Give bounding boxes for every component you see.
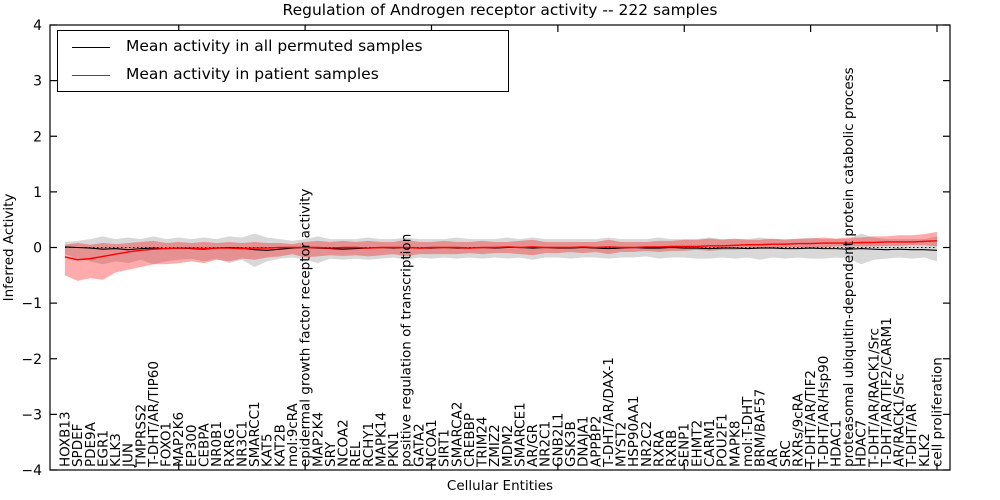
x-category-label: AR/RACK1/Src <box>892 373 908 467</box>
x-category-label: SMARCC1 <box>247 401 263 467</box>
x-category-label: EHMT2 <box>689 420 705 467</box>
y-tick-label: 0 <box>33 241 42 257</box>
x-category-label: MAP2K4 <box>310 412 326 467</box>
x-category-label: SPDEF <box>70 424 86 467</box>
y-tick-label: 1 <box>33 185 42 201</box>
x-category-label: POU2F1 <box>715 413 731 467</box>
x-category-label: FOXO1 <box>159 422 175 467</box>
x-category-label: SRC <box>778 440 794 467</box>
x-category-label: proteasomal ubiquitin-dependent protein … <box>841 67 857 467</box>
x-category-label: T-DHT/AR/DAX-1 <box>601 357 617 468</box>
x-category-label: T-DHT/AR/TIF2/CARM1 <box>879 317 895 468</box>
x-category-label: RXRA <box>651 430 667 467</box>
x-category-label: KAT2B <box>272 424 288 467</box>
y-axis-label: Inferred Activity <box>1 194 17 302</box>
x-category-label: CEBPA <box>197 423 213 467</box>
legend-label-permuted: Mean activity in all permuted samples <box>126 37 423 56</box>
x-category-label: AR <box>765 448 781 467</box>
x-category-label: MAPK8 <box>727 421 743 467</box>
x-category-label: SENP1 <box>677 423 693 467</box>
x-category-label: DNAJA1 <box>576 416 592 467</box>
legend-box: Mean activity in all permuted samples Me… <box>57 30 509 92</box>
x-category-label: cell proliferation <box>930 357 946 467</box>
legend-label-patient: Mean activity in patient samples <box>126 65 379 84</box>
x-category-label: epidermal growth factor receptor activit… <box>298 189 314 467</box>
x-category-label: MAPK14 <box>373 412 389 467</box>
x-category-label: APPBP2 <box>588 415 604 467</box>
x-category-label: SRY <box>323 441 339 467</box>
x-category-label: NR2C1 <box>538 421 554 467</box>
patient-samples-range-band <box>65 231 937 281</box>
x-category-label: SMARCA2 <box>449 402 465 467</box>
x-category-label: MYST2 <box>614 422 630 467</box>
x-category-label: PKN1 <box>386 431 402 467</box>
tick-labels: −4 −3 −2 −1 0 1 2 3 4 HOXB13SPDEFPDE9AEGR1KLK3JUN… <box>21 18 945 479</box>
x-category-label: RXRs/9cRA <box>790 393 806 467</box>
x-category-label: CARM1 <box>702 419 718 467</box>
x-category-label: TRIM24 <box>475 417 491 468</box>
y-tick-label: 4 <box>33 18 42 34</box>
x-category-label: TMPRSS2 <box>133 404 149 468</box>
x-category-label: EGR1 <box>95 430 111 467</box>
x-category-label: AR/GR <box>525 424 541 467</box>
chart-title: Regulation of Androgen receptor activity… <box>283 1 718 19</box>
x-category-label: T-DHT/AR/RACK1/Src <box>866 328 882 468</box>
x-category-label: NCOA1 <box>424 419 440 467</box>
x-category-label: REL <box>348 441 364 467</box>
x-category-label: CREBBP <box>462 413 478 467</box>
x-category-label: RXRG <box>222 429 238 467</box>
series-lines <box>64 240 938 261</box>
legend-item-permuted: Mean activity in all permuted samples <box>58 33 508 61</box>
y-tick-label: 2 <box>33 129 42 145</box>
x-category-label: T-DHT/AR <box>904 403 920 468</box>
x-category-label: HSP90AA1 <box>626 396 642 467</box>
y-tick-label: −2 <box>21 352 42 368</box>
x-category-label: HDAC7 <box>854 420 870 467</box>
y-tick-label: −3 <box>21 407 42 423</box>
x-category-label: NR2C2 <box>639 421 655 467</box>
x-category-label: positive regulation of transcription <box>399 234 415 467</box>
x-category-label: KLK2 <box>917 433 933 467</box>
x-category-label: MDM2 <box>500 425 516 467</box>
x-category-label: BRM/BAF57 <box>753 389 769 467</box>
patient-mean-line <box>64 240 938 261</box>
y-tick-label: 3 <box>33 74 42 90</box>
x-category-label: GNB2L1 <box>550 412 566 467</box>
x-category-label: NR0B1 <box>209 421 225 467</box>
x-category-label: GSK3B <box>563 421 579 467</box>
x-category-label: SMARCE1 <box>512 402 528 467</box>
x-category-label: T-DHT/AR/Hsp90 <box>816 356 832 468</box>
x-category-label: HOXB13 <box>58 411 74 467</box>
x-category-label: HDAC1 <box>828 420 844 467</box>
x-category-label: MAP2K6 <box>171 412 187 467</box>
y-tick-label: −1 <box>21 296 42 312</box>
x-category-label: KLK3 <box>108 433 124 467</box>
y-tick-label: −4 <box>21 463 42 479</box>
x-category-label: mol:T-DHT <box>740 396 756 467</box>
permuted-line-swatch <box>72 46 110 48</box>
x-category-label: NR3C1 <box>234 421 250 467</box>
x-category-label: GATA2 <box>411 423 427 467</box>
x-category-label: KAT5 <box>260 433 276 467</box>
x-category-label: mol:9cRA <box>285 402 301 467</box>
x-category-label: NCOA2 <box>336 419 352 467</box>
patient-line-swatch <box>72 74 110 76</box>
x-category-label: RXRB <box>664 430 680 467</box>
x-category-label: SIRT1 <box>437 429 453 467</box>
x-category-label: T-DHT/AR/TIP60 <box>146 361 162 468</box>
permuted-samples-range-band <box>65 233 937 267</box>
legend-item-patient: Mean activity in patient samples <box>58 61 508 89</box>
x-category-label: ZMIZ2 <box>487 424 503 467</box>
x-category-label: EP300 <box>184 425 200 467</box>
x-category-label: RCHY1 <box>361 422 377 467</box>
x-category-label: T-DHT/AR/TIF2 <box>803 370 819 468</box>
x-axis-label: Cellular Entities <box>447 478 553 494</box>
x-category-label: PDE9A <box>83 421 99 467</box>
confidence-bands <box>65 231 937 281</box>
x-category-label: JUN <box>121 443 137 468</box>
